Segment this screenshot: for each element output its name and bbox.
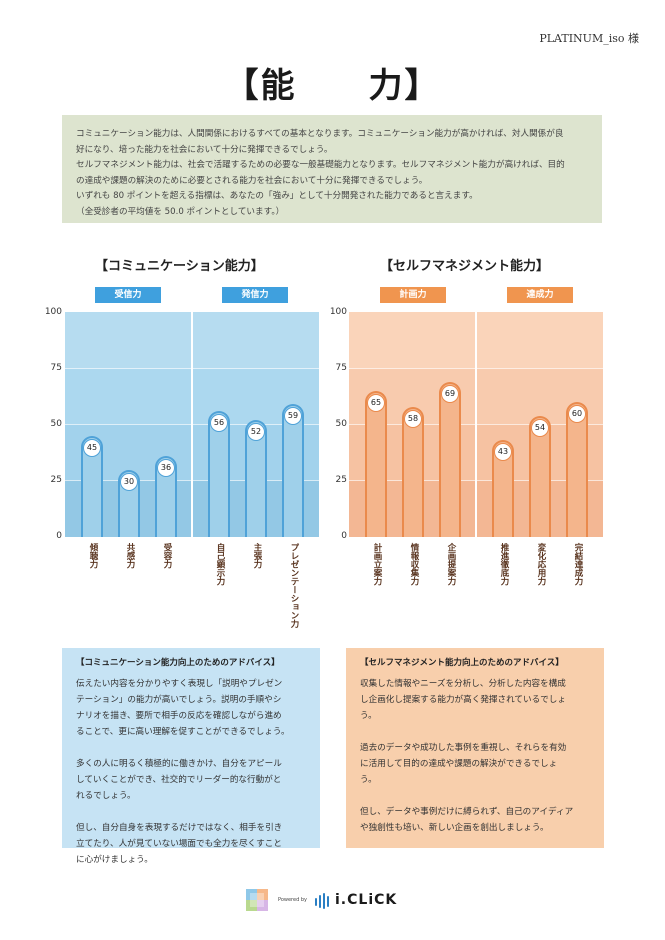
self-management-plot-area: 65 58 69 43 54 60 [349,312,603,537]
intro-line: セルフマネジメント能力は、社会で活躍するための必要な一般基礎能力となります。セル… [76,160,565,170]
page-title: 【能 力】 [224,66,441,106]
category-label: プレゼンテーション力 [289,543,299,628]
intro-line: の達成や課題の解決のために必要とされる能力を社会において十分に発揮できるでしょう… [76,175,428,186]
advice-paragraph: 過去のデータや成功した事例を重視し、それらを有効 に活用して目的の達成や課題の解決… [360,743,567,785]
bar-傾聴力 [81,435,103,537]
footer: Powered by i.CLiCK [0,889,665,915]
group-label-planning: 計画力 [380,287,446,303]
bar-推進徹底力 [492,440,514,537]
self-management-chart-title: 【セルフマネジメント能力】 [380,259,550,274]
category-label: 推進徹底力 [499,543,509,586]
bar-value-label: 45 [83,438,101,457]
y-tick-label: 25 [50,475,62,485]
bar-value-label: 30 [120,472,138,491]
y-tick-label: 0 [56,531,62,541]
category-label: 受容力 [162,543,172,569]
advice-paragraph: 多くの人に明るく積極的に働きかけ、自分をアピール していくことができ、社交的でリー… [76,759,282,801]
brand-name: i.CLiCK [335,892,398,908]
bar-value-label: 54 [531,418,549,437]
intro-box: コミュニケーション能力は、人間関係におけるすべての基本となります。コミュニケーシ… [62,115,602,223]
category-label: 完結達成力 [573,543,583,586]
bar-value-label: 56 [210,414,228,432]
bar-受容力 [155,456,177,537]
bar-value-label: 60 [568,405,586,423]
bar-情報収集力 [402,406,424,537]
group-label-receiving: 受信力 [95,287,161,303]
category-label: 計画立案力 [372,543,382,586]
intro-line: いずれも 80 ポイントを超える指標は、あなたの「強み」として十分開発された能力… [76,191,478,201]
y-tick-label: 75 [50,363,62,373]
intro-line: 好になり、培った能力を社会において十分に発揮できるでしょう。 [76,144,333,155]
advice-paragraph: 収集した情報やニーズを分析し、分析した内容を構成 し企画化し提案する能力が高く発揮… [360,679,566,721]
self-management-advice-box: 【セルフマネジメント能力向上のためのアドバイス】 収集した情報やニーズを分析し、… [346,648,604,848]
communication-chart-title: 【コミュニケーション能力】 [95,259,264,274]
advice-paragraph: 但し、自分自身を表現するだけではなく、相手を引き 立てたり、人が見ていない場面でも… [76,823,283,865]
bar-value-label: 65 [367,393,385,412]
bar-value-label: 69 [441,384,459,403]
y-tick-label: 100 [44,307,62,317]
bar-value-label: 58 [404,409,422,428]
y-tick-label: 50 [50,419,62,429]
bar-プレゼンテーション力 [282,404,304,537]
bar-自己顕示力 [208,411,230,537]
bar-変化応用力 [529,415,551,537]
y-tick-label: 100 [329,307,347,317]
bar-主張力 [245,420,267,537]
category-label: 共感力 [125,543,135,569]
communication-advice-box: 【コミュニケーション能力向上のためのアドバイス】 伝えたい内容を分かりやすく表現… [62,648,320,865]
bar-計画立案力 [365,390,387,537]
advice-paragraph: 但し、データや事例だけに縛られず、自己のアイディア や独創性も培い、新しい企画を創… [360,807,574,833]
category-label: 企画提案力 [446,543,456,586]
category-label: 自己顕示力 [215,543,225,586]
y-tick-label: 75 [335,363,347,373]
category-label: 傾聴力 [88,543,98,569]
group-label-achieving: 達成力 [507,287,573,303]
communication-plot-area: 45 30 36 56 52 59 [65,312,319,537]
bar-value-label: 36 [157,459,175,477]
powered-by-text: Powered by [278,897,307,903]
bar-value-label: 59 [284,407,302,426]
advice-title: 【セルフマネジメント能力向上のためのアドバイス】 [360,658,564,668]
bar-value-label: 52 [247,423,265,441]
bar-value-label: 43 [494,443,512,462]
category-label: 情報収集力 [409,543,419,586]
brand-bars-icon [315,893,329,909]
category-label: 主張力 [252,543,262,569]
y-tick-label: 0 [341,531,347,541]
y-tick-label: 50 [335,419,347,429]
y-tick-label: 25 [335,475,347,485]
bar-企画提案力 [439,381,461,537]
app-logo-icon [246,889,268,911]
category-label: 変化応用力 [536,543,546,586]
intro-line: （全受診者の平均値を 50.0 ポイントとしています。） [76,206,285,217]
bar-完結達成力 [566,402,588,537]
intro-line: コミュニケーション能力は、人間関係におけるすべての基本となります。コミュニケーシ… [76,129,564,139]
group-label-sending: 発信力 [222,287,288,303]
recipient-name: PLATINUM_iso 様 [539,32,639,45]
advice-paragraph: 伝えたい内容を分かりやすく表現し「説明やプレゼン テーション」の能力が高いでしょう… [76,679,290,737]
advice-title: 【コミュニケーション能力向上のためのアドバイス】 [76,658,280,668]
